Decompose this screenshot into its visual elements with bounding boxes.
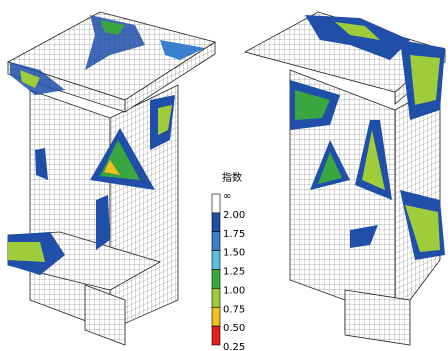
legend-label: 1.00	[223, 285, 245, 296]
legend-label: 0.50	[223, 323, 245, 334]
legend-band	[212, 326, 220, 345]
legend-label: 1.50	[223, 248, 245, 259]
legend-label: 1.75	[223, 229, 245, 240]
legend-band	[212, 270, 220, 289]
legend-band	[212, 288, 220, 307]
lower-column	[345, 290, 410, 345]
legend-label: ∞	[223, 191, 231, 202]
right-model	[245, 12, 445, 345]
legend-band	[212, 251, 220, 270]
legend-band	[212, 307, 220, 326]
legend-label: 2.00	[223, 210, 245, 221]
contour	[8, 242, 45, 262]
legend: 指数 ∞ 2.00 1.75 1.50 1.25 1.00 0.75 0.50 0.25	[212, 171, 245, 351]
legend-label: 1.25	[223, 267, 245, 278]
figure: 指数 ∞ 2.00 1.75 1.50 1.25 1.00 0.75 0.50 0.25	[0, 0, 448, 351]
left-model	[8, 12, 215, 345]
legend-band	[212, 194, 220, 213]
legend-band	[212, 232, 220, 251]
legend-title: 指数	[222, 171, 242, 184]
legend-band	[212, 213, 220, 232]
contour	[410, 55, 440, 105]
legend-label: 0.75	[223, 304, 245, 315]
legend-label: 0.25	[223, 342, 245, 351]
